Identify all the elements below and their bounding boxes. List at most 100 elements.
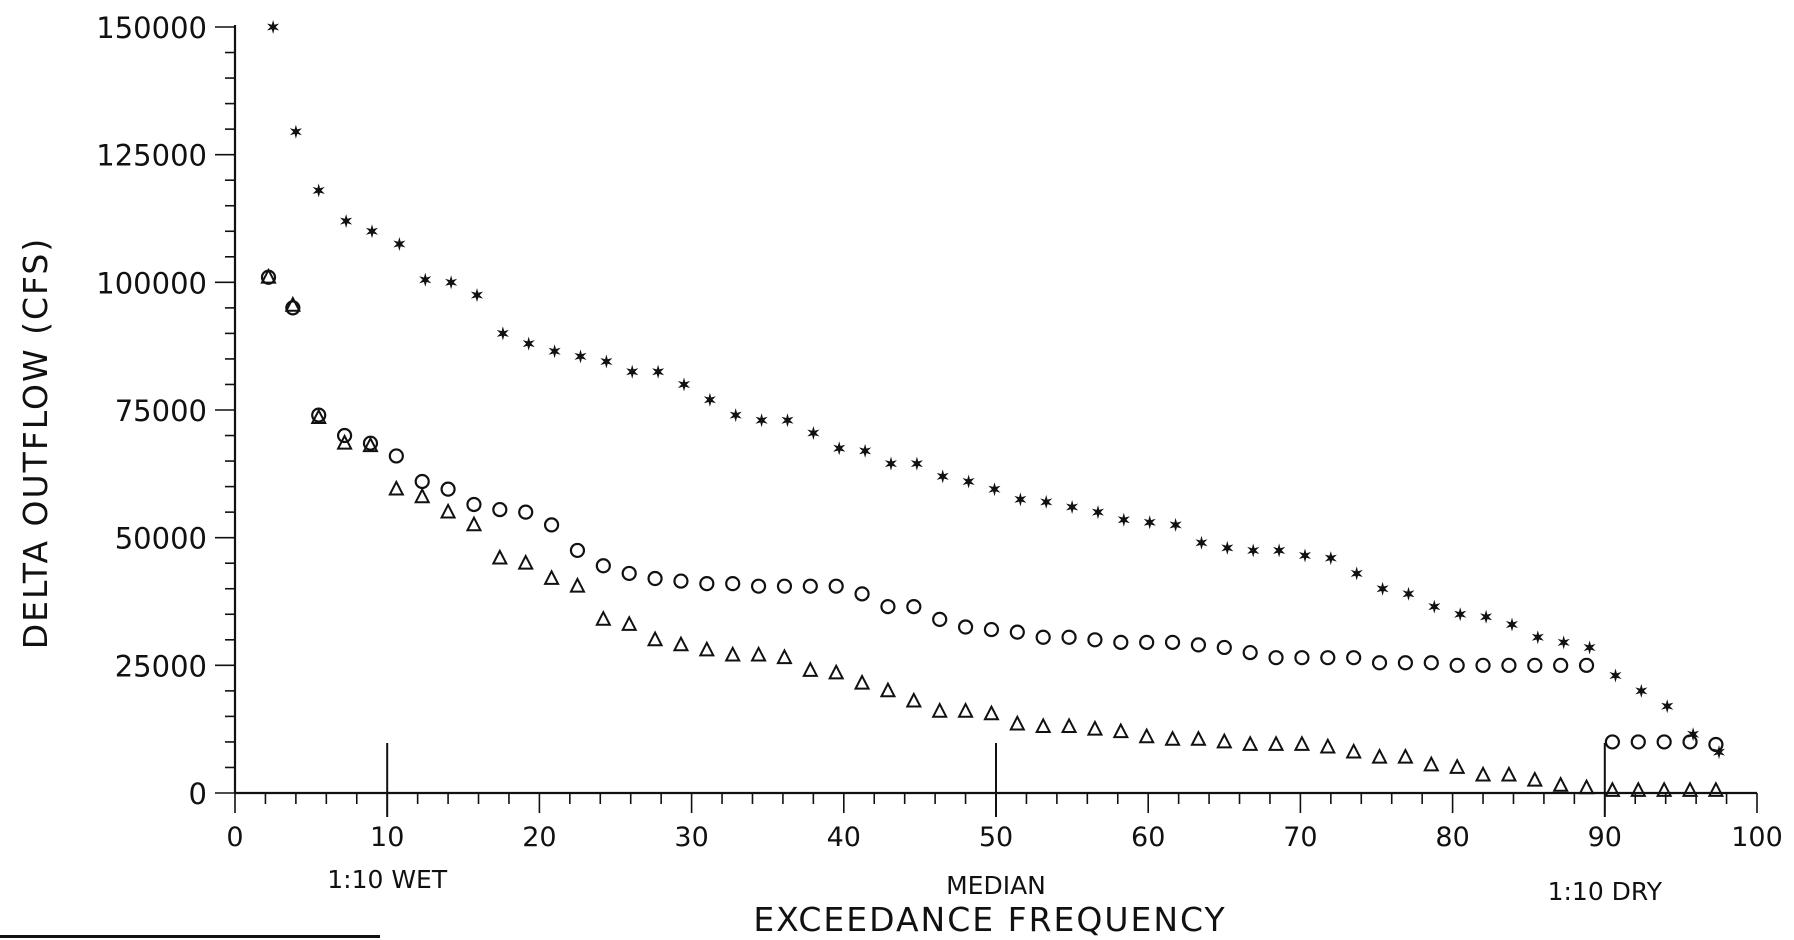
point-star (1687, 727, 1700, 742)
point-triangle (750, 645, 767, 662)
point-star (1040, 494, 1053, 509)
point-star (729, 408, 742, 423)
x-tick-label: 10 (370, 822, 404, 853)
point-circle (1553, 657, 1569, 673)
point-triangle (1681, 781, 1699, 797)
point-star (1402, 586, 1415, 601)
point-star (1273, 543, 1286, 558)
point-star (1143, 515, 1156, 530)
point-triangle (1267, 735, 1285, 751)
annotation-label: 1:10 WET (327, 865, 448, 894)
point-triangle (1552, 775, 1569, 792)
point-circle (1061, 629, 1077, 645)
point-circle (1139, 634, 1155, 650)
point-star (393, 237, 406, 251)
series-triangle (260, 267, 1725, 797)
point-star (1350, 566, 1363, 581)
x-tick-label: 80 (1435, 822, 1469, 853)
point-star (312, 183, 325, 198)
point-star (1454, 607, 1467, 622)
point-star (859, 443, 872, 458)
point-triangle (1423, 755, 1440, 772)
point-star (1221, 540, 1234, 555)
point-star (703, 392, 716, 407)
point-circle (802, 578, 818, 594)
point-star (419, 272, 432, 287)
point-circle (1578, 657, 1595, 673)
point-triangle (465, 515, 483, 532)
point-circle (1397, 655, 1414, 671)
point-circle (1242, 644, 1258, 661)
series-layer (260, 20, 1725, 797)
point-circle (1087, 632, 1103, 648)
series-star (267, 20, 1725, 760)
x-tick-labels: 0 10 20 30 40 50 60 70 80 90 100 (226, 822, 1782, 853)
annotation-markers (386, 743, 1606, 817)
point-circle (1371, 655, 1388, 671)
x-tick-label: 50 (979, 822, 1013, 853)
point-triangle (1345, 742, 1362, 759)
point-star (289, 124, 302, 139)
point-circle (725, 576, 741, 592)
y-tick-label: 100000 (96, 266, 207, 300)
point-circle (414, 473, 430, 490)
annotation-label: MEDIAN (946, 871, 1046, 900)
point-circle (1009, 624, 1025, 640)
point-triangle (724, 645, 741, 662)
point-circle (880, 599, 896, 615)
point-triangle (828, 663, 845, 680)
point-circle (1320, 650, 1336, 666)
point-circle (621, 565, 637, 582)
point-circle (595, 558, 611, 574)
point-circle (699, 576, 715, 592)
point-circle (388, 448, 404, 464)
point-circle (492, 501, 508, 518)
point-star (1117, 512, 1130, 527)
point-triangle (957, 701, 974, 718)
point-circle (440, 481, 456, 497)
y-tick-label: 25000 (115, 649, 207, 683)
x-tick-label: 70 (1283, 822, 1317, 853)
annotation-labels: 1:10 WET MEDIAN 1:10 DRY (327, 865, 1662, 906)
point-circle (1656, 734, 1672, 750)
point-star (548, 344, 561, 359)
point-triangle (802, 661, 819, 677)
point-triangle (646, 630, 664, 647)
point-triangle (1449, 758, 1466, 774)
point-triangle (1216, 732, 1233, 749)
point-star (910, 456, 923, 471)
point-triangle (698, 640, 715, 657)
point-triangle (1371, 747, 1388, 764)
point-triangle (1474, 765, 1492, 782)
point-triangle (672, 635, 690, 652)
y-tick-label: 0 (189, 777, 207, 811)
y-tick-label: 75000 (115, 394, 207, 428)
point-circle (983, 621, 1000, 638)
point-circle (932, 611, 948, 627)
point-circle (1423, 655, 1439, 671)
point-triangle (1604, 781, 1621, 797)
point-star (574, 349, 587, 364)
point-circle (828, 578, 844, 594)
point-circle (1190, 637, 1207, 653)
x-tick-label: 60 (1131, 822, 1165, 853)
footer-rule (0, 935, 380, 938)
point-triangle (414, 487, 431, 504)
point-circle (285, 300, 301, 316)
point-circle (957, 619, 974, 635)
point-star (988, 482, 1001, 497)
x-tick-label: 100 (1731, 822, 1783, 853)
point-circle (1346, 650, 1362, 666)
point-triangle (439, 502, 457, 519)
point-star (652, 364, 665, 379)
point-star (833, 441, 846, 456)
point-star (807, 426, 820, 440)
point-circle (1216, 639, 1232, 656)
point-circle (906, 599, 922, 615)
point-triangle (1164, 729, 1181, 746)
point-star (1661, 699, 1674, 714)
point-circle (1682, 734, 1698, 750)
point-circle (1708, 736, 1724, 753)
point-circle (1527, 657, 1543, 673)
point-triangle (388, 479, 405, 496)
